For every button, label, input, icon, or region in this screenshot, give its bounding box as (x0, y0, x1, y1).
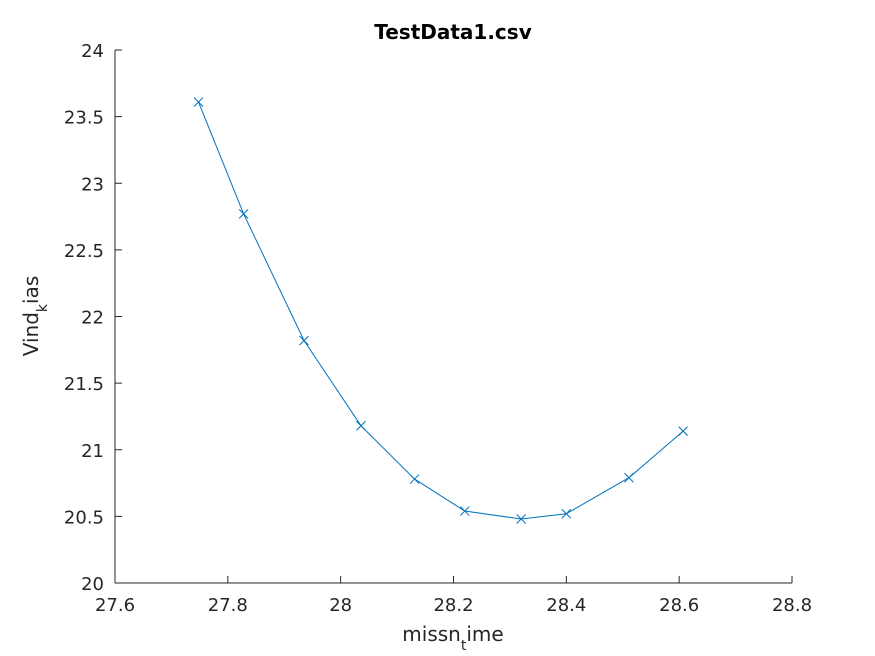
axes (114, 50, 792, 584)
data-point-marker (624, 472, 634, 483)
data-point-marker (459, 506, 470, 516)
series (193, 97, 688, 524)
ticks: 27.6 27.8 28 28.2 28.4 28.6 28.8 20 20.5 21 21.5 22… (64, 41, 812, 616)
x-tick-label: 27.6 (95, 595, 135, 616)
x-tick-label: 27.8 (208, 595, 248, 616)
y-tick-label: 23 (81, 174, 104, 195)
x-tick-label: 28.6 (659, 595, 699, 616)
data-point-marker (516, 514, 527, 524)
y-tick-label: 21.5 (64, 374, 104, 395)
data-point-marker (356, 420, 366, 431)
x-tick-label: 28.4 (546, 595, 586, 616)
data-point-marker (678, 426, 688, 436)
y-tick-label: 24 (81, 41, 104, 62)
y-tick-label: 21 (81, 441, 104, 462)
y-tick-label: 22.5 (64, 241, 104, 262)
y-tick-label: 20 (81, 574, 104, 595)
y-tick-label: 23.5 (64, 108, 104, 129)
x-tick-label: 28.2 (433, 595, 473, 616)
x-tick-label: 28 (329, 595, 352, 616)
x-axis-label: missntime (402, 622, 503, 654)
data-point-marker (409, 474, 420, 484)
data-point-marker (238, 209, 249, 219)
chart-title: TestData1.csv (374, 20, 531, 44)
y-tick-label: 22 (81, 308, 104, 329)
series-line (198, 101, 684, 520)
y-tick-label: 20.5 (64, 507, 104, 528)
data-point-marker (299, 335, 309, 346)
x-tick-label: 28.8 (772, 595, 812, 616)
y-axis-label: Vindkias (19, 276, 51, 357)
data-point-marker (193, 97, 204, 107)
data-point-marker (561, 508, 572, 519)
